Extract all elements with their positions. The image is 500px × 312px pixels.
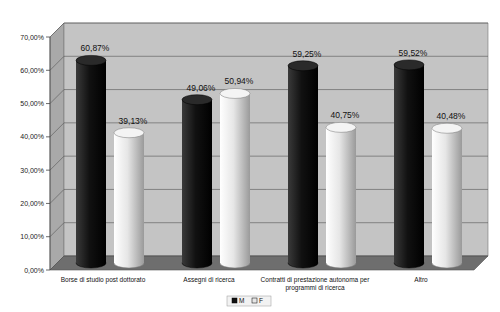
tick-label: 30,00% xyxy=(20,167,44,174)
bar-top xyxy=(288,61,318,71)
category-label-line: Contratti di prestazione autonoma per xyxy=(261,276,371,284)
bar xyxy=(288,61,318,268)
category-label-line: Altro xyxy=(414,276,428,283)
bar-top xyxy=(326,122,356,132)
legend-box xyxy=(227,296,271,306)
bar-body xyxy=(182,100,212,263)
bar-top xyxy=(432,123,462,133)
category-label: Borse di studio post dottorato xyxy=(61,276,146,284)
tick-mark xyxy=(46,203,50,204)
legend: MF xyxy=(227,296,271,306)
bar-body xyxy=(432,128,462,263)
bar xyxy=(182,95,212,268)
bar xyxy=(76,55,106,268)
chart-container: 0,00% 10,00% 20,00% 30,00% 40,00% 50,00% 60,00… xyxy=(0,0,500,312)
bar xyxy=(394,60,424,268)
tick-mark xyxy=(46,37,50,38)
legend-label: F xyxy=(259,297,263,304)
data-label: 40,48% xyxy=(437,111,466,121)
bar-top xyxy=(76,55,106,65)
chart: 0,00% 10,00% 20,00% 30,00% 40,00% 50,00% 60,00… xyxy=(0,0,500,312)
tick-mark xyxy=(46,236,50,237)
bar-top xyxy=(394,60,424,70)
bar-body xyxy=(288,66,318,263)
legend-swatch xyxy=(252,298,257,303)
data-label: 59,52% xyxy=(399,48,428,58)
bar-body xyxy=(114,133,144,263)
bar-body xyxy=(394,65,424,263)
bar-body xyxy=(326,127,356,263)
bar xyxy=(326,122,356,268)
data-labels: 60,87% 39,13% 49,06% 50,94% 59,25% 40,75% 59,5… xyxy=(81,43,466,125)
marks xyxy=(76,55,462,268)
legend-label: M xyxy=(239,297,244,304)
tick-label: 20,00% xyxy=(20,200,44,207)
tick-mark xyxy=(46,170,50,171)
data-label: 49,06% xyxy=(187,83,216,93)
tick-mark xyxy=(46,270,50,271)
category-label: Contratti di prestazione autonoma perpro… xyxy=(261,276,371,292)
bar-body xyxy=(76,60,106,263)
tick-label: 70,00% xyxy=(20,34,44,41)
bar xyxy=(432,123,462,268)
y-axis-line xyxy=(50,37,51,270)
legend-swatch xyxy=(232,298,237,303)
bar-top xyxy=(220,88,250,98)
bar xyxy=(220,88,250,268)
category-label: Assegni di ricerca xyxy=(183,276,235,284)
data-label: 39,13% xyxy=(119,116,148,126)
category-label-line: programmi di ricerca xyxy=(285,284,345,292)
bar-body xyxy=(220,93,250,263)
tick-label: 50,00% xyxy=(20,100,44,107)
category-label: Altro xyxy=(414,276,428,283)
data-label: 50,94% xyxy=(225,76,254,86)
tick-label: 10,00% xyxy=(20,233,44,240)
left-wall xyxy=(50,23,64,270)
data-label: 40,75% xyxy=(331,110,360,120)
tick-label: 60,00% xyxy=(20,67,44,74)
bar xyxy=(114,128,144,268)
grid-line xyxy=(50,23,488,37)
tick-label: 0,00% xyxy=(24,267,44,274)
bar-top xyxy=(114,128,144,138)
data-label: 59,25% xyxy=(293,49,322,59)
tick-mark xyxy=(46,136,50,137)
tick-mark xyxy=(46,103,50,104)
tick-mark xyxy=(46,70,50,71)
data-label: 60,87% xyxy=(81,43,110,53)
category-label-line: Assegni di ricerca xyxy=(183,276,235,284)
bar-top xyxy=(182,95,212,105)
category-label-line: Borse di studio post dottorato xyxy=(61,276,146,284)
tick-label: 40,00% xyxy=(20,133,44,140)
